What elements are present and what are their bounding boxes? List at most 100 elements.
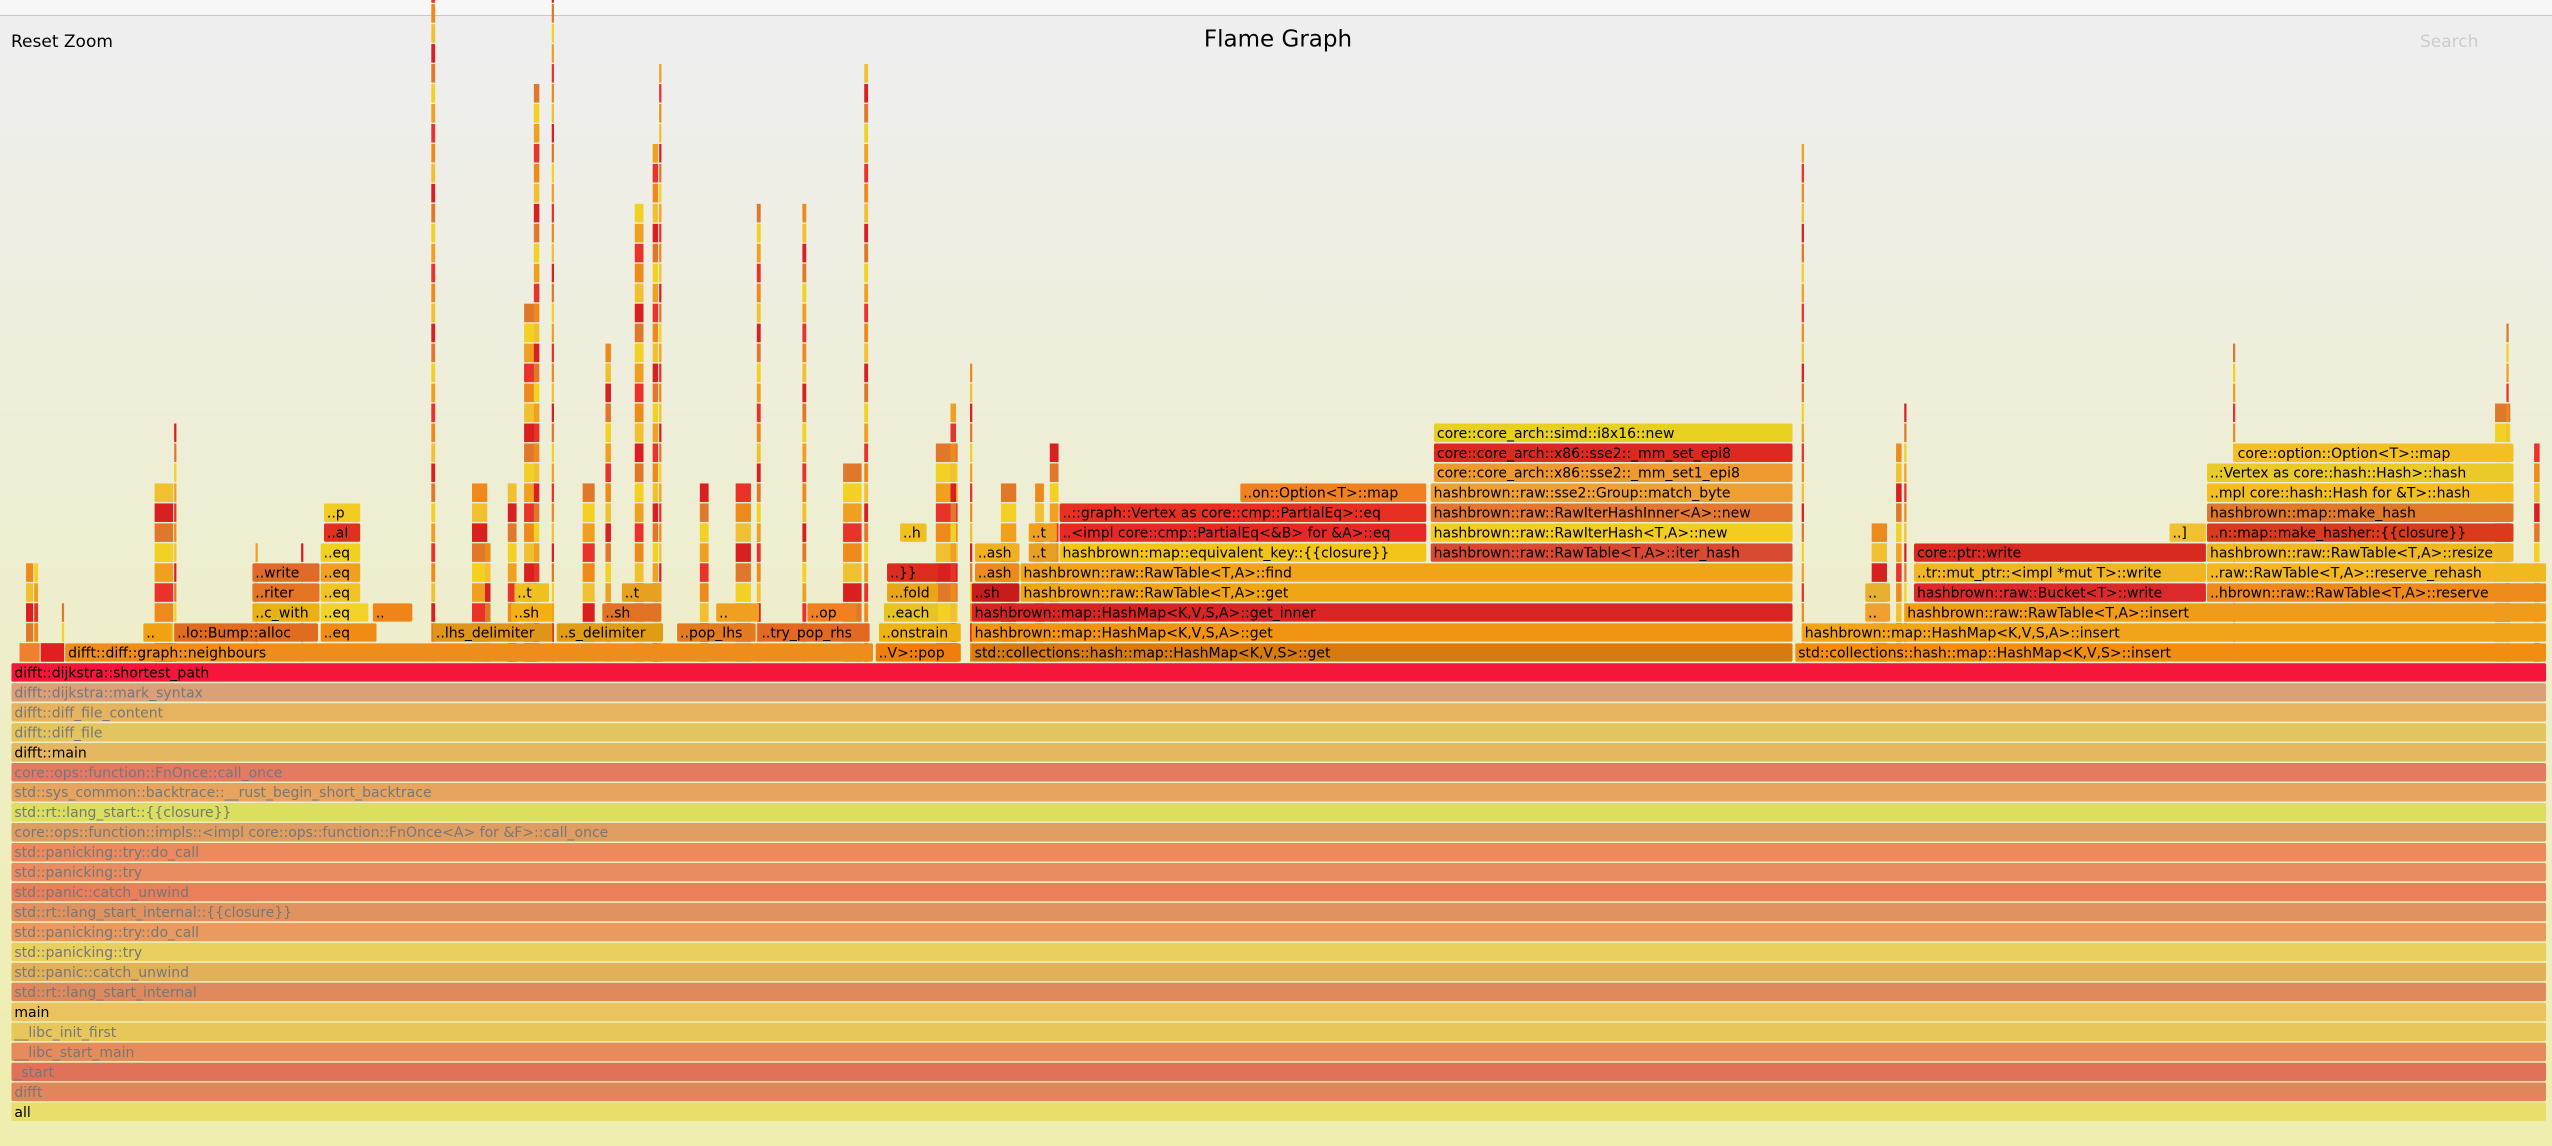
- frame-label[interactable]: hashbrown::raw::RawIterHash<T,A>::new: [1434, 526, 1728, 542]
- frame[interactable]: ..eq: [320, 543, 361, 562]
- frame[interactable]: core::ptr::write: [1914, 543, 2206, 562]
- frame[interactable]: core::ops::function::FnOnce::call_once: [11, 763, 2547, 782]
- frame-box[interactable]: [1433, 463, 1793, 483]
- frame-label[interactable]: ..t: [1032, 546, 1047, 562]
- frame[interactable]: ..write: [252, 563, 320, 582]
- frame-box[interactable]: [252, 603, 320, 622]
- frame-box[interactable]: [252, 563, 320, 582]
- frame-box[interactable]: [677, 623, 756, 642]
- frame-label[interactable]: ..t: [1032, 526, 1047, 542]
- frame-label[interactable]: std::collections::hash::map::HashMap<K,V…: [975, 645, 1331, 661]
- frame[interactable]: ..eq: [320, 583, 361, 602]
- frame-box[interactable]: [11, 982, 2547, 1002]
- frame[interactable]: core::ops::function::impls::<impl core::…: [11, 822, 2547, 842]
- frame-box[interactable]: [143, 623, 172, 642]
- frame-label[interactable]: ..: [1868, 606, 1877, 622]
- frame-label[interactable]: core::ptr::write: [1917, 546, 2021, 562]
- frame-box[interactable]: [1059, 503, 1427, 522]
- frame-box[interactable]: [11, 862, 2547, 882]
- frame-box[interactable]: [320, 543, 361, 562]
- frame[interactable]: ...fold: [887, 583, 939, 602]
- frame-label[interactable]: ..n::map::make_hasher::{{closure}}: [2210, 526, 2466, 542]
- frame-label[interactable]: __libc_init_first: [13, 1025, 116, 1041]
- frame[interactable]: hashbrown::raw::sse2::Group::match_byte: [1430, 483, 1793, 502]
- frame[interactable]: ..sh: [971, 583, 1020, 602]
- frame-label[interactable]: hashbrown::raw::RawTable<T,A>::find: [1023, 566, 1291, 582]
- frame-box[interactable]: [1430, 483, 1793, 502]
- frame-box[interactable]: [1028, 523, 1057, 542]
- frame-box[interactable]: [11, 902, 2547, 922]
- frame-box[interactable]: [11, 683, 2547, 702]
- frame-box[interactable]: [556, 623, 664, 642]
- frame[interactable]: core::core_arch::x86::sse2::_mm_set1_epi…: [1433, 463, 1793, 483]
- frame[interactable]: ..raw::RawTable<T,A>::reserve_rehash: [2206, 563, 2547, 582]
- frame[interactable]: ..try_pop_rhs: [758, 623, 870, 642]
- frame-label[interactable]: ..riter: [255, 586, 294, 602]
- frame-label[interactable]: ..eq: [324, 586, 350, 602]
- frame-label[interactable]: _start: [13, 1065, 54, 1081]
- frame[interactable]: difft::dijkstra::mark_syntax: [11, 683, 2547, 702]
- frame-label[interactable]: hashbrown::raw::sse2::Group::match_byte: [1434, 486, 1731, 502]
- frame-label[interactable]: core::core_arch::simd::i8x16::new: [1437, 426, 1675, 442]
- frame[interactable]: std::rt::lang_start_internal: [11, 982, 2547, 1002]
- frame-label[interactable]: ..ash: [978, 566, 1012, 582]
- frame-label[interactable]: ..hbrown::raw::RawTable<T,A>::reserve: [2210, 586, 2489, 602]
- frame-box[interactable]: [2206, 543, 2514, 562]
- frame-label[interactable]: ..: [719, 606, 728, 622]
- frame[interactable]: ..: [1865, 583, 1891, 602]
- frame-label[interactable]: ..:Vertex as core::hash::Hash>::hash: [2210, 466, 2466, 482]
- frame-label[interactable]: hashbrown::map::make_hash: [2210, 506, 2416, 522]
- frame-label[interactable]: difft::diff::graph::neighbours: [68, 645, 266, 661]
- frame-box[interactable]: [320, 583, 361, 602]
- frame-box[interactable]: [372, 603, 413, 622]
- frame-box[interactable]: [900, 523, 927, 542]
- frame-box[interactable]: [1865, 583, 1891, 602]
- frame-label[interactable]: difft: [14, 1085, 42, 1101]
- frame[interactable]: ..lhs_delimiter: [432, 623, 553, 642]
- frame[interactable]: std::panic::catch_unwind: [11, 962, 2547, 982]
- frame-box[interactable]: [887, 563, 939, 582]
- frame-label[interactable]: hashbrown::map::HashMap<K,V,S,A>::get: [975, 625, 1274, 641]
- frame-label[interactable]: std::collections::hash::map::HashMap<K,V…: [1798, 645, 2171, 661]
- frame-box[interactable]: [974, 563, 1020, 582]
- frame-box[interactable]: [11, 1002, 2547, 1022]
- frame-box[interactable]: [320, 603, 369, 622]
- reset-zoom[interactable]: Reset Zoom: [11, 32, 113, 52]
- frame[interactable]: std::collections::hash::map::HashMap<K,V…: [1795, 643, 2547, 662]
- frame-box[interactable]: [11, 942, 2547, 962]
- frame-label[interactable]: ..s_delimiter: [560, 625, 646, 641]
- frame[interactable]: ..eq: [320, 623, 377, 642]
- frame-label[interactable]: ..write: [255, 566, 299, 582]
- frame-box[interactable]: [974, 543, 1020, 562]
- frame-label[interactable]: ..}}: [890, 566, 917, 582]
- frame-label[interactable]: core::option::Option<T>::map: [2238, 446, 2451, 462]
- frame-box[interactable]: [2206, 503, 2514, 522]
- frame-box[interactable]: [11, 822, 2547, 842]
- frame[interactable]: ..t: [1028, 523, 1057, 542]
- frame[interactable]: ..: [143, 623, 172, 642]
- frame-label[interactable]: ..<impl core::cmp::PartialEq<&B> for &A>…: [1063, 526, 1391, 542]
- frame[interactable]: std::panicking::try: [11, 942, 2547, 962]
- frame[interactable]: ..hbrown::raw::RawTable<T,A>::reserve: [2206, 583, 2547, 602]
- frame[interactable]: std::panicking::try::do_call: [11, 922, 2547, 942]
- frame[interactable]: ..sh: [511, 603, 553, 622]
- frame-label[interactable]: ..lo::Bump::alloc: [177, 625, 291, 641]
- frame-box[interactable]: [252, 583, 320, 602]
- frame-label[interactable]: ...fold: [890, 586, 930, 602]
- frame-label[interactable]: ..try_pop_rhs: [761, 625, 851, 641]
- frame-label[interactable]: ..h: [903, 526, 921, 542]
- frame-label[interactable]: ..p: [327, 506, 345, 522]
- frame-label[interactable]: ..sh: [605, 606, 630, 622]
- frame[interactable]: __libc_init_first: [11, 1022, 2547, 1042]
- frame[interactable]: std::panicking::try::do_call: [11, 842, 2547, 862]
- frame-box[interactable]: [320, 563, 361, 582]
- frame[interactable]: hashbrown::raw::RawTable<T,A>::resize: [2206, 543, 2514, 562]
- frame[interactable]: ..:Vertex as core::hash::Hash>::hash: [2206, 463, 2514, 483]
- search[interactable]: Search: [2420, 32, 2478, 52]
- frame[interactable]: std::collections::hash::map::HashMap<K,V…: [971, 643, 1793, 662]
- frame[interactable]: ..]: [2169, 523, 2206, 542]
- frame-label[interactable]: ..sh: [975, 586, 1000, 602]
- frame-box[interactable]: [716, 603, 760, 622]
- frame-box[interactable]: [11, 1102, 2547, 1122]
- frame-label[interactable]: ..raw::RawTable<T,A>::reserve_rehash: [2210, 566, 2482, 582]
